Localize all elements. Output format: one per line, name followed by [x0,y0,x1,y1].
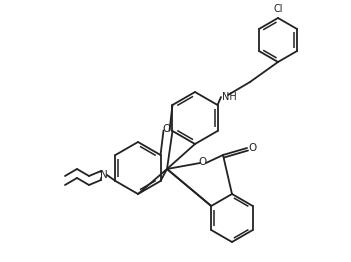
Text: Cl: Cl [273,4,283,14]
Text: N: N [100,170,108,180]
Text: O: O [199,157,207,167]
Text: O: O [163,124,171,134]
Text: NH: NH [222,92,237,102]
Text: O: O [248,143,256,153]
